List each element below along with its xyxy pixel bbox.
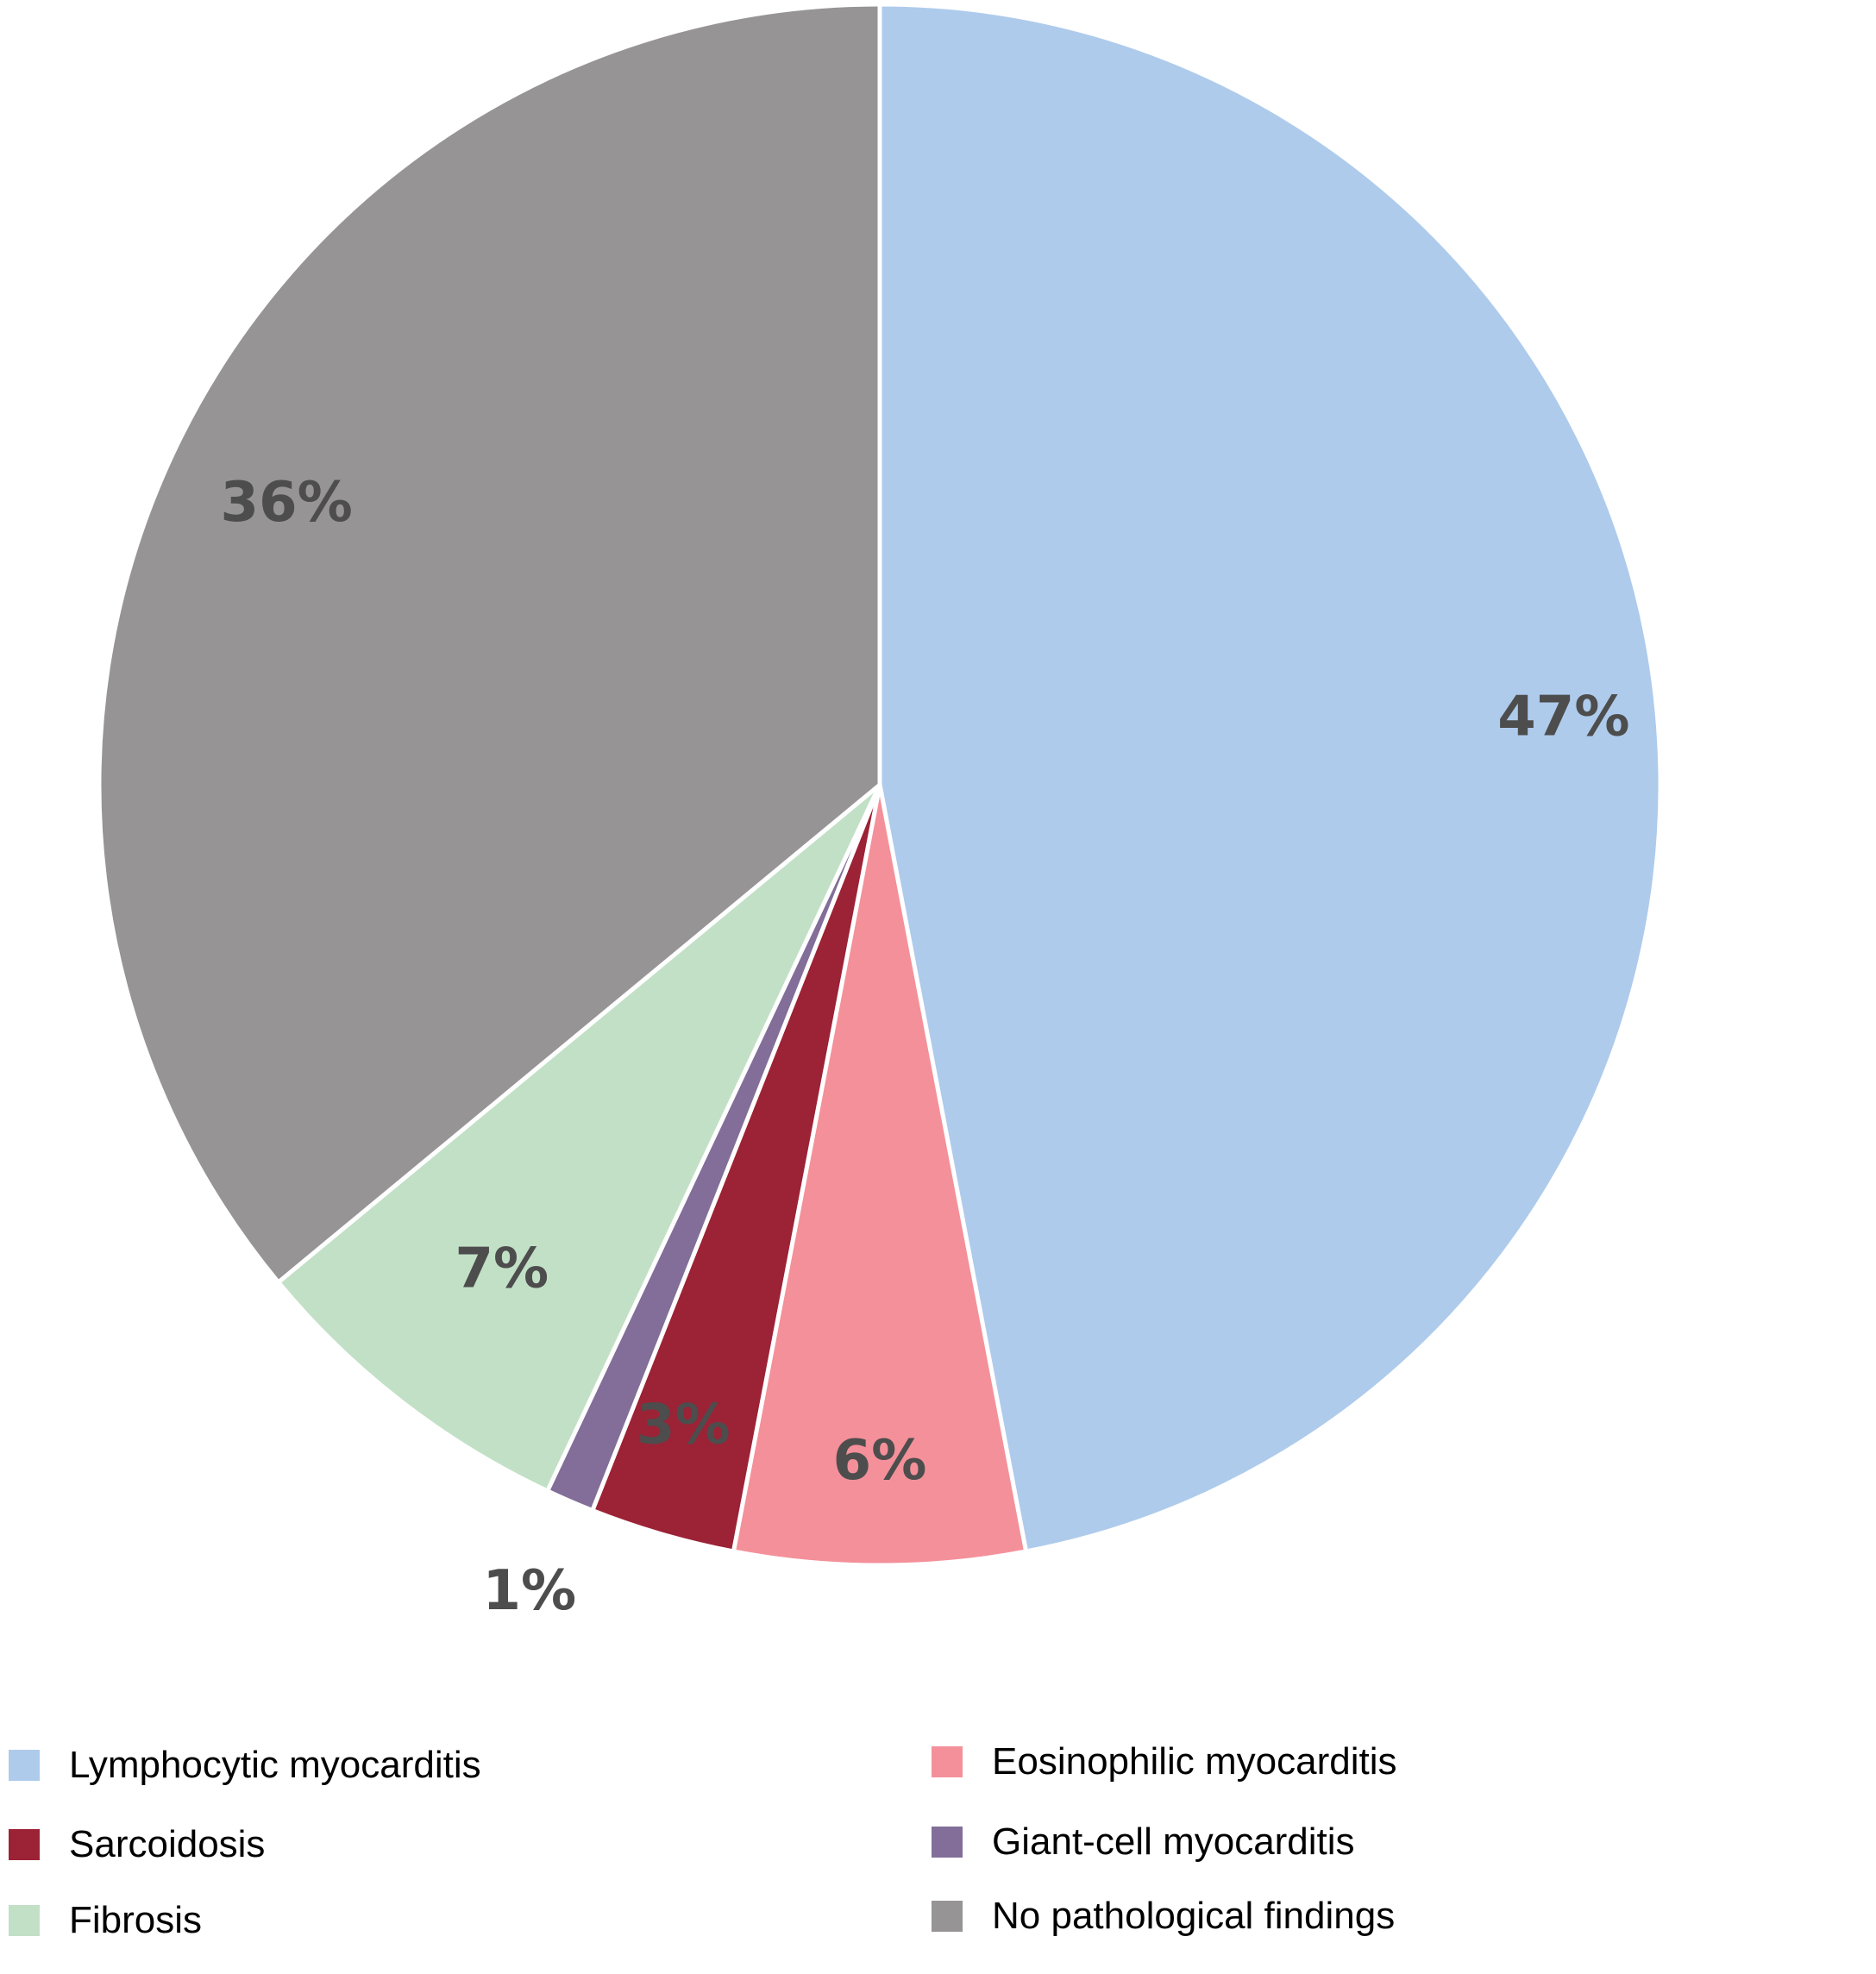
pie-slice-no-pathological-findings: [97, 2, 882, 1286]
data-label-fibrosis: 7%: [455, 1237, 549, 1300]
data-label-sarcoidosis: 3%: [637, 1394, 731, 1457]
pie-slice-fibrosis: [275, 783, 882, 1495]
data-label-giant-cell-myocarditis: 1%: [483, 1559, 577, 1623]
data-label-no-pathological-findings: 36%: [221, 471, 353, 535]
pie-slices: [97, 2, 1663, 1568]
data-label-eosinophilic-myocarditis: 6%: [833, 1429, 927, 1493]
pie-data-labels: 47% 6% 3% 1% 7% 36%: [221, 471, 1630, 1623]
data-label-lymphocytic-myocarditis: 47%: [1497, 686, 1629, 749]
pie-slice-eosinophilic-myocarditis: [731, 784, 1029, 1568]
pie-slice-lymphocytic-myocarditis: [877, 2, 1663, 1554]
